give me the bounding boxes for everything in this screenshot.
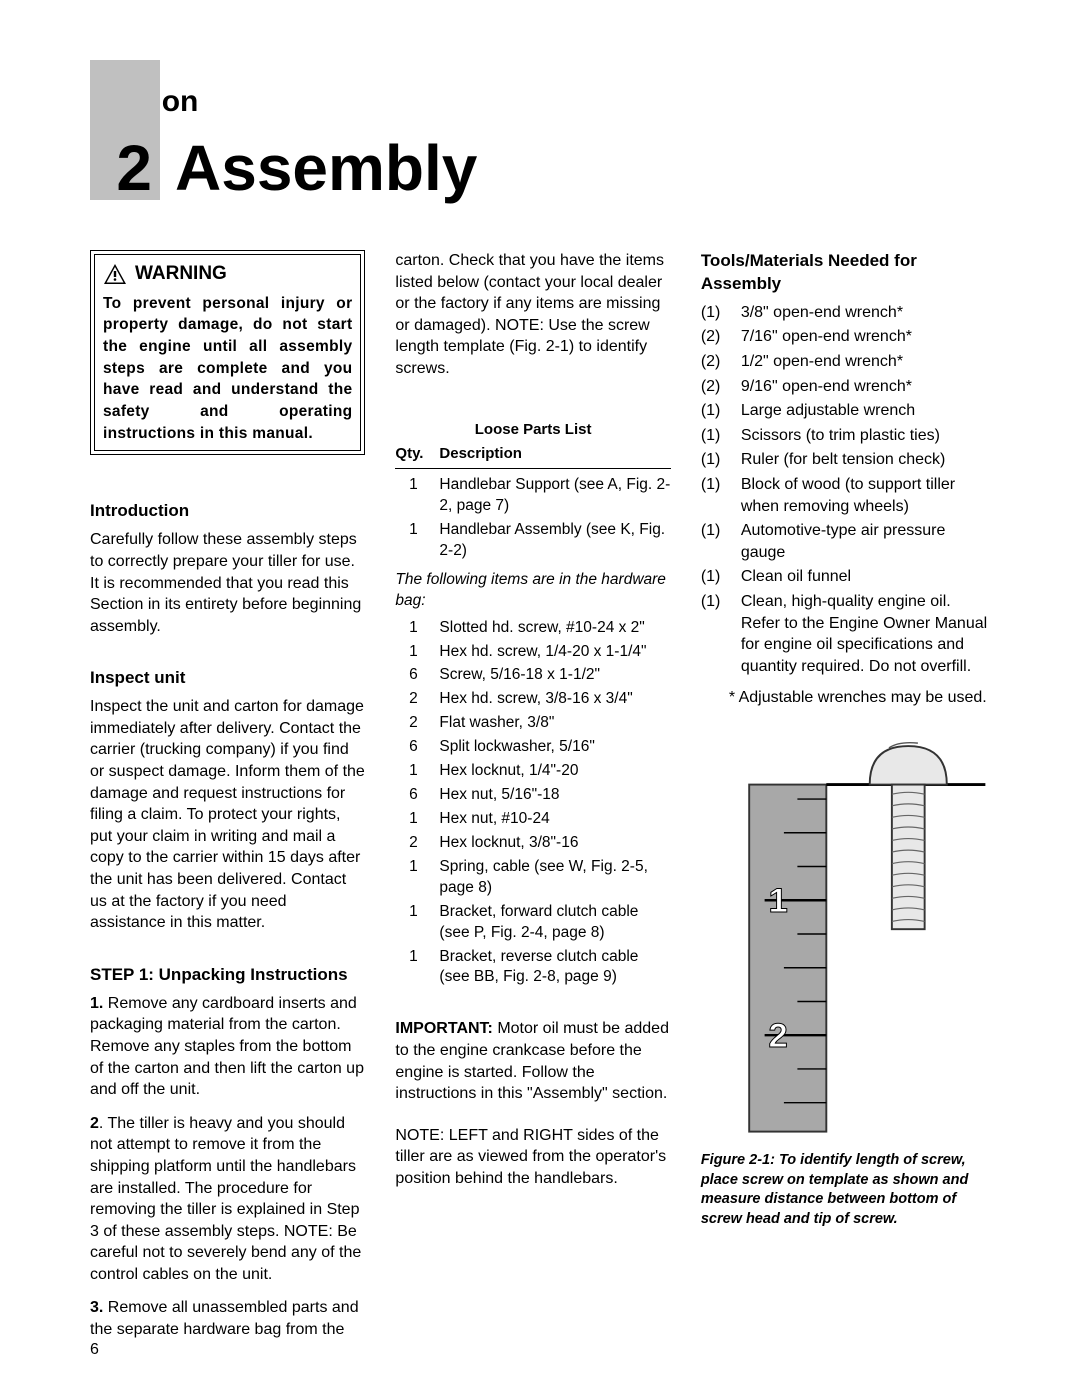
warning-icon — [103, 263, 127, 285]
column-2: carton. Check that you have the items li… — [395, 250, 670, 1353]
parts-row: 2Flat washer, 3/8" — [395, 713, 670, 734]
parts-row: 1Spring, cable (see W, Fig. 2-5, page 8) — [395, 857, 670, 899]
important-note: IMPORTANT: Motor oil must be added to th… — [395, 1018, 670, 1104]
ruler-label-2: 2 — [768, 1017, 787, 1055]
parts-list-subhead: Qty.Description — [395, 444, 670, 469]
tools-row: (2)1/2" open-end wrench* — [701, 351, 990, 373]
tools-row: (1)Scissors (to trim plastic ties) — [701, 425, 990, 447]
section-header: Section 2 Assembly — [90, 60, 990, 200]
parts-row: 2Hex hd. screw, 3/8-16 x 3/4" — [395, 689, 670, 710]
parts-row: 6Split lockwasher, 5/16" — [395, 737, 670, 758]
parts-row: 1Bracket, forward clutch cable (see P, F… — [395, 902, 670, 944]
step1-item-2: 2. The tiller is heavy and you should no… — [90, 1113, 365, 1286]
tools-heading: Tools/Materials Needed for Assembly — [701, 250, 990, 296]
introduction-text: Carefully follow these assembly steps to… — [90, 529, 365, 637]
parts-row: 1Bracket, reverse clutch cable (see BB, … — [395, 947, 670, 989]
hardware-bag-note: The following items are in the hardware … — [395, 570, 670, 612]
inspect-heading: Inspect unit — [90, 667, 365, 690]
tools-row: (2)7/16" open-end wrench* — [701, 326, 990, 348]
tools-row: (2)9/16" open-end wrench* — [701, 376, 990, 398]
section-number-box: 2 — [90, 60, 160, 200]
tools-row: (1)3/8" open-end wrench* — [701, 302, 990, 324]
parts-row: 2Hex locknut, 3/8"-16 — [395, 833, 670, 854]
tools-row: (1)Clean oil funnel — [701, 566, 990, 588]
section-number: 2 — [116, 131, 152, 205]
parts-list-title: Loose Parts List — [395, 420, 670, 440]
parts-row: 1Hex locknut, 1/4"-20 — [395, 761, 670, 782]
col2-continuation: carton. Check that you have the items li… — [395, 250, 670, 380]
figure-2-1: 1 2 — [701, 729, 990, 1139]
parts-row: 6Hex nut, 5/16"-18 — [395, 785, 670, 806]
inspect-text: Inspect the unit and carton for damage i… — [90, 696, 365, 934]
column-1: WARNING To prevent personal injury or pr… — [90, 250, 365, 1353]
parts-row: 1Handlebar Assembly (see K, Fig. 2-2) — [395, 520, 670, 562]
parts-row: 1Hex nut, #10-24 — [395, 809, 670, 830]
tools-row: (1)Block of wood (to support tiller when… — [701, 474, 990, 517]
warning-label: WARNING — [135, 261, 227, 287]
parts-row: 1Slotted hd. screw, #10-24 x 2" — [395, 618, 670, 639]
tools-row: (1)Clean, high-quality engine oil. Refer… — [701, 591, 990, 677]
tools-row: (1)Ruler (for belt tension check) — [701, 449, 990, 471]
parts-row: 6Screw, 5/16-18 x 1-1/2" — [395, 665, 670, 686]
tools-row: (1)Automotive-type air pressure gauge — [701, 520, 990, 563]
ruler-label-1: 1 — [768, 882, 787, 920]
left-right-note: NOTE: LEFT and RIGHT sides of the tiller… — [395, 1125, 670, 1190]
column-3: Tools/Materials Needed for Assembly (1)3… — [701, 250, 990, 1353]
step1-item-3: 3. Remove all unassembled parts and the … — [90, 1297, 365, 1340]
parts-row: 1Hex hd. screw, 1/4-20 x 1-1/4" — [395, 642, 670, 663]
step1-heading: STEP 1: Unpacking Instructions — [90, 964, 365, 987]
wrench-footnote: * Adjustable wrenches may be used. — [729, 687, 990, 709]
warning-text: To prevent personal injury or property d… — [103, 293, 352, 445]
figure-caption: Figure 2-1: To identify length of screw,… — [701, 1151, 990, 1229]
page-number: 6 — [90, 1341, 99, 1359]
section-title: Assembly — [175, 131, 477, 205]
step1-item-1: 1. Remove any cardboard inserts and pack… — [90, 993, 365, 1101]
warning-box: WARNING To prevent personal injury or pr… — [90, 250, 365, 455]
introduction-heading: Introduction — [90, 500, 365, 523]
tools-row: (1)Large adjustable wrench — [701, 400, 990, 422]
parts-row: 1Handlebar Support (see A, Fig. 2-2, pag… — [395, 475, 670, 517]
